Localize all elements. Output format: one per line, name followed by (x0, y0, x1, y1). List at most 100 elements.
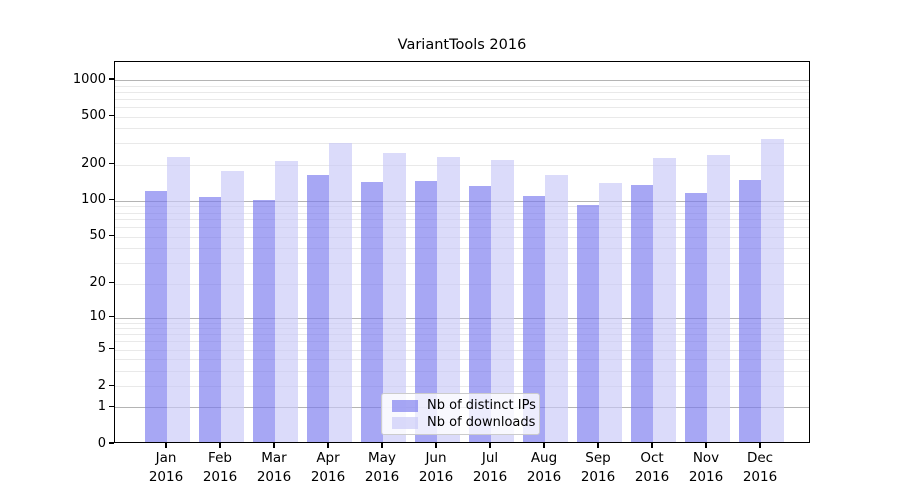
gridline-minor (115, 116, 809, 118)
x-tick-mark (543, 443, 545, 448)
bar-distinct-ips-may (360, 182, 383, 442)
y-tick-mark (109, 199, 114, 201)
x-tick-mark (219, 443, 221, 448)
gridline-minor (115, 359, 809, 361)
bar-distinct-ips-mar (252, 199, 275, 442)
bar-distinct-ips-feb (198, 196, 221, 442)
x-tick-label: Aug 2016 (504, 449, 584, 487)
gridline-minor (115, 236, 809, 238)
x-tick-label: Mar 2016 (234, 449, 314, 487)
x-tick-mark (435, 443, 437, 448)
y-tick-label: 5 (97, 341, 106, 357)
gridline-minor (115, 370, 809, 372)
y-tick-label: 1000 (72, 71, 106, 87)
legend-item-downloads: Nb of downloads (390, 414, 535, 431)
y-tick-label: 1 (97, 398, 106, 414)
gridline-minor (115, 106, 809, 108)
bar-distinct-ips-apr (306, 175, 329, 442)
y-tick-mark (109, 384, 114, 386)
gridline-minor (115, 328, 809, 330)
y-tick-mark (109, 442, 114, 444)
x-tick-month: Feb (208, 450, 232, 466)
x-tick-mark (381, 443, 383, 448)
x-tick-year: 2016 (148, 469, 184, 485)
x-tick-year: 2016 (472, 469, 508, 485)
y-tick-label: 0 (97, 435, 106, 451)
y-tick-mark (109, 163, 114, 165)
gridline-minor (115, 227, 809, 229)
legend-item-distinct-ips: Nb of distinct IPs (390, 397, 536, 414)
gridline-minor (115, 283, 809, 285)
bar-downloads-dec (761, 139, 784, 442)
x-tick-month: Aug (530, 450, 558, 466)
gridline-minor (115, 143, 809, 145)
bar-downloads-jul (491, 160, 514, 442)
legend-swatch-distinct-ips-icon (392, 399, 418, 412)
x-tick-month: Nov (692, 450, 720, 466)
gridline-minor (115, 164, 809, 166)
bar-distinct-ips-dec (738, 179, 761, 442)
bar-distinct-ips-jun (414, 180, 437, 442)
x-tick-label: Apr 2016 (288, 449, 368, 487)
x-tick-month: May (368, 450, 396, 466)
legend: Nb of distinct IPs Nb of downloads (381, 393, 540, 435)
x-tick-mark (651, 443, 653, 448)
bar-downloads-aug (545, 175, 568, 442)
gridline-minor (115, 386, 809, 388)
bar-distinct-ips-oct (630, 185, 653, 442)
x-tick-label: Oct 2016 (612, 449, 692, 487)
x-tick-label: Nov 2016 (666, 449, 746, 487)
y-tick-mark (109, 114, 114, 117)
x-tick-year: 2016 (688, 469, 724, 485)
x-tick-year: 2016 (364, 469, 400, 485)
x-tick-month: Apr (316, 450, 340, 466)
x-tick-year: 2016 (526, 469, 562, 485)
gridline-minor (115, 91, 809, 93)
bar-distinct-ips-aug (522, 195, 545, 442)
x-tick-label: Jun 2016 (396, 449, 476, 487)
x-tick-label: Feb 2016 (180, 449, 260, 487)
gridline-minor (115, 212, 809, 214)
gridline-minor (115, 98, 809, 100)
y-tick-mark (109, 316, 114, 318)
gridline-minor (115, 85, 809, 87)
x-tick-year: 2016 (634, 469, 670, 485)
bar-downloads-jan (167, 156, 190, 442)
bar-distinct-ips-jul (468, 186, 491, 442)
bar-distinct-ips-nov (684, 193, 707, 442)
plot-area: Nb of distinct IPs Nb of downloads (114, 61, 810, 443)
x-tick-mark (597, 443, 599, 448)
bar-distinct-ips-jan (144, 191, 167, 442)
bar-downloads-apr (329, 142, 352, 442)
x-tick-label: Jul 2016 (450, 449, 530, 487)
x-tick-mark (165, 443, 167, 448)
bar-distinct-ips-sep (576, 204, 599, 442)
gridline-major (115, 200, 809, 202)
y-tick-mark (109, 405, 114, 408)
x-tick-mark (273, 443, 275, 448)
x-tick-mark (759, 443, 761, 448)
x-tick-year: 2016 (310, 469, 346, 485)
x-tick-label: May 2016 (342, 449, 422, 487)
y-tick-mark (109, 78, 114, 80)
gridline-minor (115, 334, 809, 336)
x-tick-label: Sep 2016 (558, 449, 638, 487)
x-tick-year: 2016 (742, 469, 778, 485)
chart-title: VariantTools 2016 (397, 37, 527, 53)
x-tick-mark (705, 443, 707, 448)
x-tick-label: Dec 2016 (720, 449, 800, 487)
y-tick-label: 10 (89, 309, 106, 325)
x-tick-month: Jun (425, 450, 447, 466)
x-tick-month: Sep (585, 450, 611, 466)
y-tick-mark (109, 235, 114, 237)
gridline-major (115, 80, 809, 82)
bar-downloads-sep (599, 182, 622, 442)
x-tick-month: Jan (155, 450, 177, 466)
bar-downloads-jun (437, 156, 460, 442)
y-tick-label: 100 (81, 192, 106, 208)
gridline-minor (115, 206, 809, 208)
legend-label-distinct-ips: Nb of distinct IPs (427, 398, 536, 413)
bar-downloads-nov (707, 155, 730, 442)
x-tick-year: 2016 (418, 469, 454, 485)
